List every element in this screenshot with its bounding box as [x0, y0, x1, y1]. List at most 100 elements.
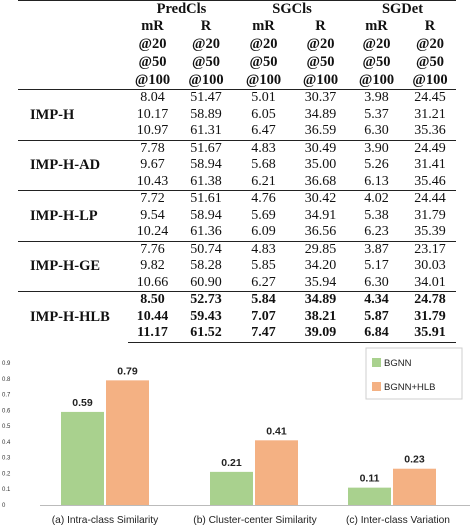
table-cell: 5.85	[251, 258, 276, 274]
table-cell: 10.44	[136, 308, 169, 324]
method-name: IMP-H-HLB	[18, 291, 128, 342]
table-cell: 6.05	[251, 106, 276, 122]
table-cell: 51.61	[177, 190, 235, 208]
table-row: IMP-H-HLB 8.50 52.73 5.84 34.89 4.34 24.78	[18, 291, 456, 342]
table-row: 10.97 61.31 6.47 36.59 6.30 35.36	[18, 123, 456, 140]
table-cell: 5.01	[251, 90, 276, 106]
table-cell: 4.83	[235, 240, 292, 258]
metric-header: mR	[252, 18, 275, 34]
method-name: IMP-H-GE	[18, 240, 128, 292]
table-cell: 5.68	[251, 157, 276, 173]
table-cell: 3.98	[364, 90, 389, 106]
table-cell: 61.52	[177, 325, 235, 343]
method-name: IMP-H-AD	[18, 139, 128, 191]
table-cell: 24.78	[404, 291, 456, 309]
table-cell: 34.89	[292, 291, 349, 309]
table-cell: 24.45	[414, 90, 446, 106]
table-cell: 39.09	[292, 325, 349, 343]
table-cell: 7.72	[128, 190, 177, 208]
legend-box	[365, 347, 463, 400]
method-name: IMP-H-LP	[18, 190, 128, 241]
table-cell: 30.42	[292, 190, 349, 208]
table-cell: 6.84	[349, 325, 404, 343]
bar-bgnn	[61, 411, 104, 505]
header-corner	[18, 0, 128, 17]
metric-header: R	[424, 18, 436, 34]
y-tick-label: 0.7	[2, 393, 11, 399]
header-corner	[18, 71, 128, 90]
y-tick-label: 0.8	[2, 377, 11, 383]
value-label: 0.59	[72, 397, 93, 409]
k-header: @100	[235, 71, 292, 90]
k-header: @50	[362, 54, 391, 70]
table-cell: 61.36	[190, 224, 222, 240]
y-tick-label: 0.4	[2, 440, 11, 446]
table-cell: 34.01	[414, 274, 446, 290]
legend: BGNN BGNN+HLB	[365, 347, 463, 400]
table-cell: 29.85	[292, 240, 349, 258]
table-cell: 3.87	[349, 240, 404, 258]
table-cell: 4.02	[349, 190, 404, 208]
table-cell: 4.83	[235, 139, 292, 157]
table-cell: 36.59	[304, 123, 337, 139]
table-cell: 59.43	[190, 308, 222, 324]
table-row: 9.82 58.28 5.85 34.20 5.17 30.03	[18, 258, 456, 275]
k-header: @50	[249, 54, 278, 70]
table-cell: 5.17	[364, 258, 389, 274]
table-cell: 61.31	[190, 123, 222, 139]
table-cell: 58.94	[190, 157, 222, 173]
y-tick-label: 0	[2, 503, 6, 509]
table-cell: 23.17	[404, 240, 456, 258]
table-cell: 6.30	[364, 274, 389, 290]
table-cell: 8.04	[140, 90, 165, 106]
bar-bgnn-plus-hlb	[393, 468, 436, 505]
table-row: 10.24 61.36 6.09 36.56 6.23 35.39	[18, 224, 456, 241]
table-k-header-row: @100 @100 @100 @100 @100 @100	[18, 71, 456, 90]
k-header: @50	[416, 54, 444, 70]
table-cell: 31.79	[414, 308, 446, 324]
category-label: (a) Intra-class Similarity	[52, 515, 159, 526]
y-tick-label: 0.6	[2, 408, 11, 414]
legend-label: BGNN+HLB	[384, 382, 435, 393]
legend-swatch	[372, 382, 381, 391]
table-cell: 34.89	[304, 106, 337, 122]
table-cell: 50.74	[177, 240, 235, 258]
table-cell: 3.90	[349, 139, 404, 157]
table-cell: 5.38	[364, 207, 389, 223]
table-cell: 58.89	[190, 106, 222, 122]
table-cell: 6.13	[364, 173, 389, 189]
table-cell: 9.82	[140, 258, 165, 274]
category-label: (b) Cluster-center Similarity	[193, 515, 317, 526]
table-cell: 5.84	[235, 291, 292, 309]
k-header: @20	[306, 36, 335, 52]
table-cell: 10.24	[136, 224, 169, 240]
table-cell: 30.37	[304, 90, 337, 106]
table-cell: 8.50	[128, 291, 177, 309]
k-header: @50	[306, 54, 335, 70]
similarity-bar-chart: 0.9 0.8 0.7 0.6 0.5 0.4 0.3 0.2 0.1 0 0.59 0.21 0.11…	[0, 340, 474, 526]
table-cell: 9.54	[140, 207, 165, 223]
table-row: IMP-H-LP 7.72 51.61 4.76 30.42 4.02 24.44	[18, 190, 456, 241]
table-cell: 31.79	[414, 207, 446, 223]
table-cell: 30.49	[292, 139, 349, 157]
table-row: 10.44 59.43 7.07 38.21 5.87 31.79	[18, 309, 456, 326]
k-header: @50	[138, 54, 167, 70]
table-cell: 6.23	[364, 224, 389, 240]
table-cell: 35.94	[304, 274, 337, 290]
table-cell: 60.90	[190, 274, 222, 290]
y-tick-label: 0.5	[2, 424, 11, 430]
category-label: (c) Inter-class Variation	[346, 515, 450, 526]
table-cell: 35.46	[414, 173, 446, 189]
table-k-header-row: @50 @50 @50 @50 @50 @50	[18, 53, 456, 71]
table-cell: 34.91	[304, 207, 337, 223]
table-group-header-row: PredCls SGCls SGDet	[18, 0, 456, 17]
table-row: IMP-H-GE 7.76 50.74 4.83 29.85 3.87 23.17	[18, 240, 456, 292]
y-tick-label: 0.2	[2, 471, 11, 477]
y-tick-label: 0.3	[2, 456, 11, 462]
table-cell: 52.73	[177, 291, 235, 309]
table-cell: 51.47	[190, 90, 222, 106]
table-cell: 7.78	[128, 139, 177, 157]
value-label: 0.11	[360, 473, 380, 485]
